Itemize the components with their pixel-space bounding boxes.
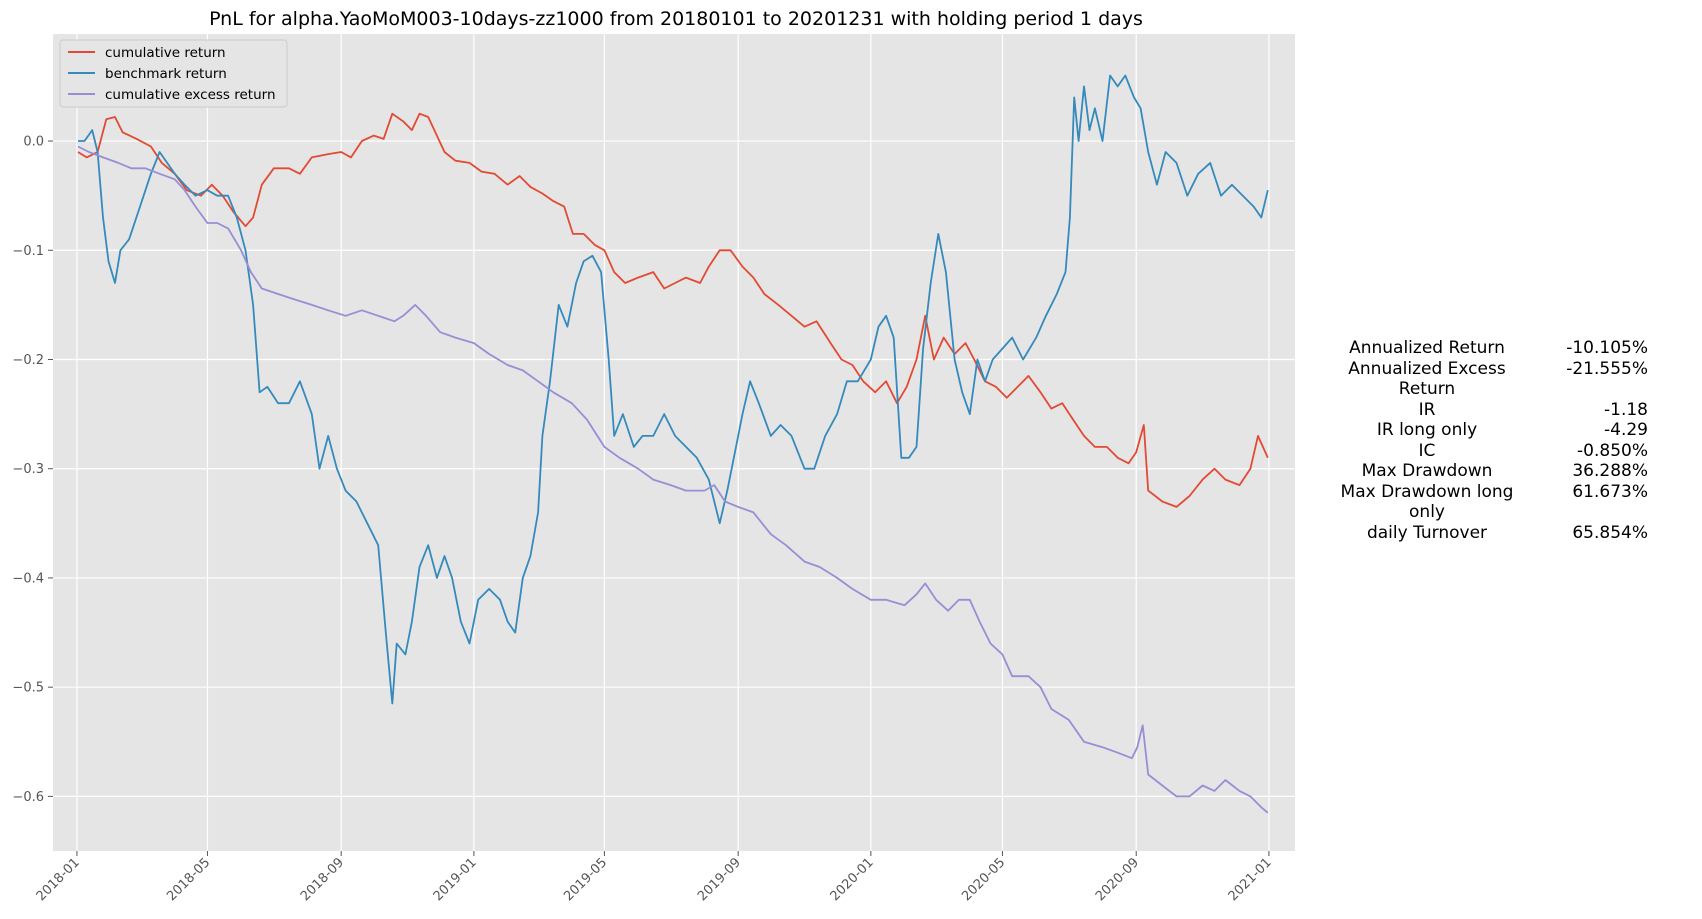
x-tick-label: 2018-09: [298, 855, 347, 904]
y-tick-label: −0.4: [12, 571, 44, 586]
stat-row: Max Drawdown 36.288%: [1330, 461, 1700, 482]
series-line-benchmark-return: [78, 74, 1269, 705]
y-tick-label: −0.2: [12, 353, 44, 368]
stat-row: Max Drawdown long only 61.673%: [1330, 482, 1700, 523]
stat-row: IR -1.18: [1330, 400, 1700, 421]
stat-row: Annualized Return -10.105%: [1330, 338, 1700, 359]
x-tick-label: 2019-09: [695, 855, 744, 904]
legend-label: cumulative excess return: [105, 87, 276, 103]
y-tick-label: 0.0: [23, 135, 44, 150]
plot-area: [53, 34, 1295, 851]
stat-name: Max Drawdown long only: [1340, 481, 1514, 523]
x-tick-label: 2020-01: [828, 855, 877, 904]
legend-label: benchmark return: [105, 66, 227, 82]
x-tick-label: 2019-01: [431, 855, 480, 904]
y-tick-label: −0.3: [12, 462, 44, 477]
stat-value: -1.18: [1604, 399, 1648, 420]
x-tick-label: 2021-01: [1226, 855, 1275, 904]
legend-box: [59, 39, 288, 108]
x-tick-label: 2018-01: [34, 855, 83, 904]
grid-lines: [53, 34, 1295, 851]
stat-name: Annualized Excess Return: [1348, 358, 1506, 400]
x-tick-label: 2020-05: [959, 855, 1008, 904]
chart-title: PnL for alpha.YaoMoM003-10days-zz1000 fr…: [209, 8, 1143, 30]
stat-name: Max Drawdown: [1361, 461, 1493, 481]
stat-value: -0.850%: [1577, 440, 1648, 461]
stat-row: daily Turnover 65.854%: [1330, 523, 1700, 544]
series-lines: [77, 74, 1269, 814]
legend: cumulative return benchmark return cumulat…: [59, 39, 288, 108]
stat-name: IR: [1418, 399, 1436, 420]
x-tick-label: 2018-05: [164, 855, 213, 904]
stat-value: -21.555%: [1566, 358, 1648, 379]
stat-value: -4.29: [1604, 420, 1648, 440]
x-tick-label: 2019-05: [561, 855, 610, 904]
legend-label: cumulative return: [105, 45, 226, 61]
stat-name: IR long only: [1376, 420, 1478, 440]
stat-value: 61.673%: [1572, 481, 1648, 502]
stat-name: Annualized Return: [1349, 338, 1505, 358]
stat-value: -10.105%: [1566, 338, 1648, 358]
stat-value: 36.288%: [1572, 461, 1648, 481]
x-tick-label: 2020-09: [1093, 855, 1142, 904]
stat-name: daily Turnover: [1366, 522, 1488, 543]
series-line-cumulative-return: [77, 112, 1269, 508]
series-line-cumulative-excess-return: [77, 145, 1269, 814]
stat-row: IR long only -4.29: [1330, 420, 1700, 441]
stat-row: Annualized Excess Return -21.555%: [1330, 359, 1700, 400]
stat-value: 65.854%: [1572, 522, 1648, 543]
y-tick-label: −0.5: [12, 681, 44, 696]
stat-row: IC -0.850%: [1330, 441, 1700, 462]
stats-table: Annualized Return -10.105% Annualized Exce…: [1330, 338, 1700, 543]
stat-name: IC: [1418, 440, 1436, 461]
y-tick-label: −0.6: [12, 790, 44, 805]
y-tick-label: −0.1: [12, 244, 44, 259]
